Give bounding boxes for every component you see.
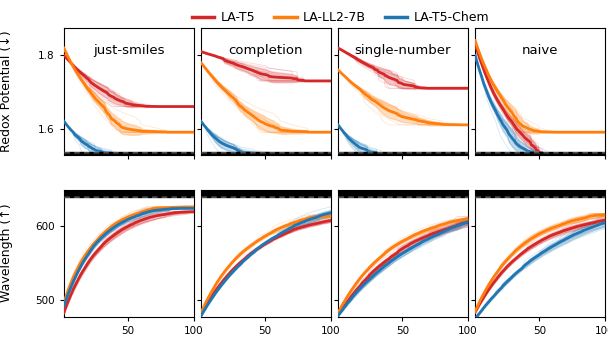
Text: Wavelength (↑): Wavelength (↑) [0,204,13,302]
Text: naive: naive [522,44,558,57]
Text: Redox Potential (↓): Redox Potential (↓) [0,31,13,152]
Text: just-smiles: just-smiles [93,44,165,57]
Legend: LA-T5, LA-LL2-7B, LA-T5-Chem: LA-T5, LA-LL2-7B, LA-T5-Chem [187,6,494,29]
Text: single-number: single-number [354,44,451,57]
Text: completion: completion [229,44,303,57]
